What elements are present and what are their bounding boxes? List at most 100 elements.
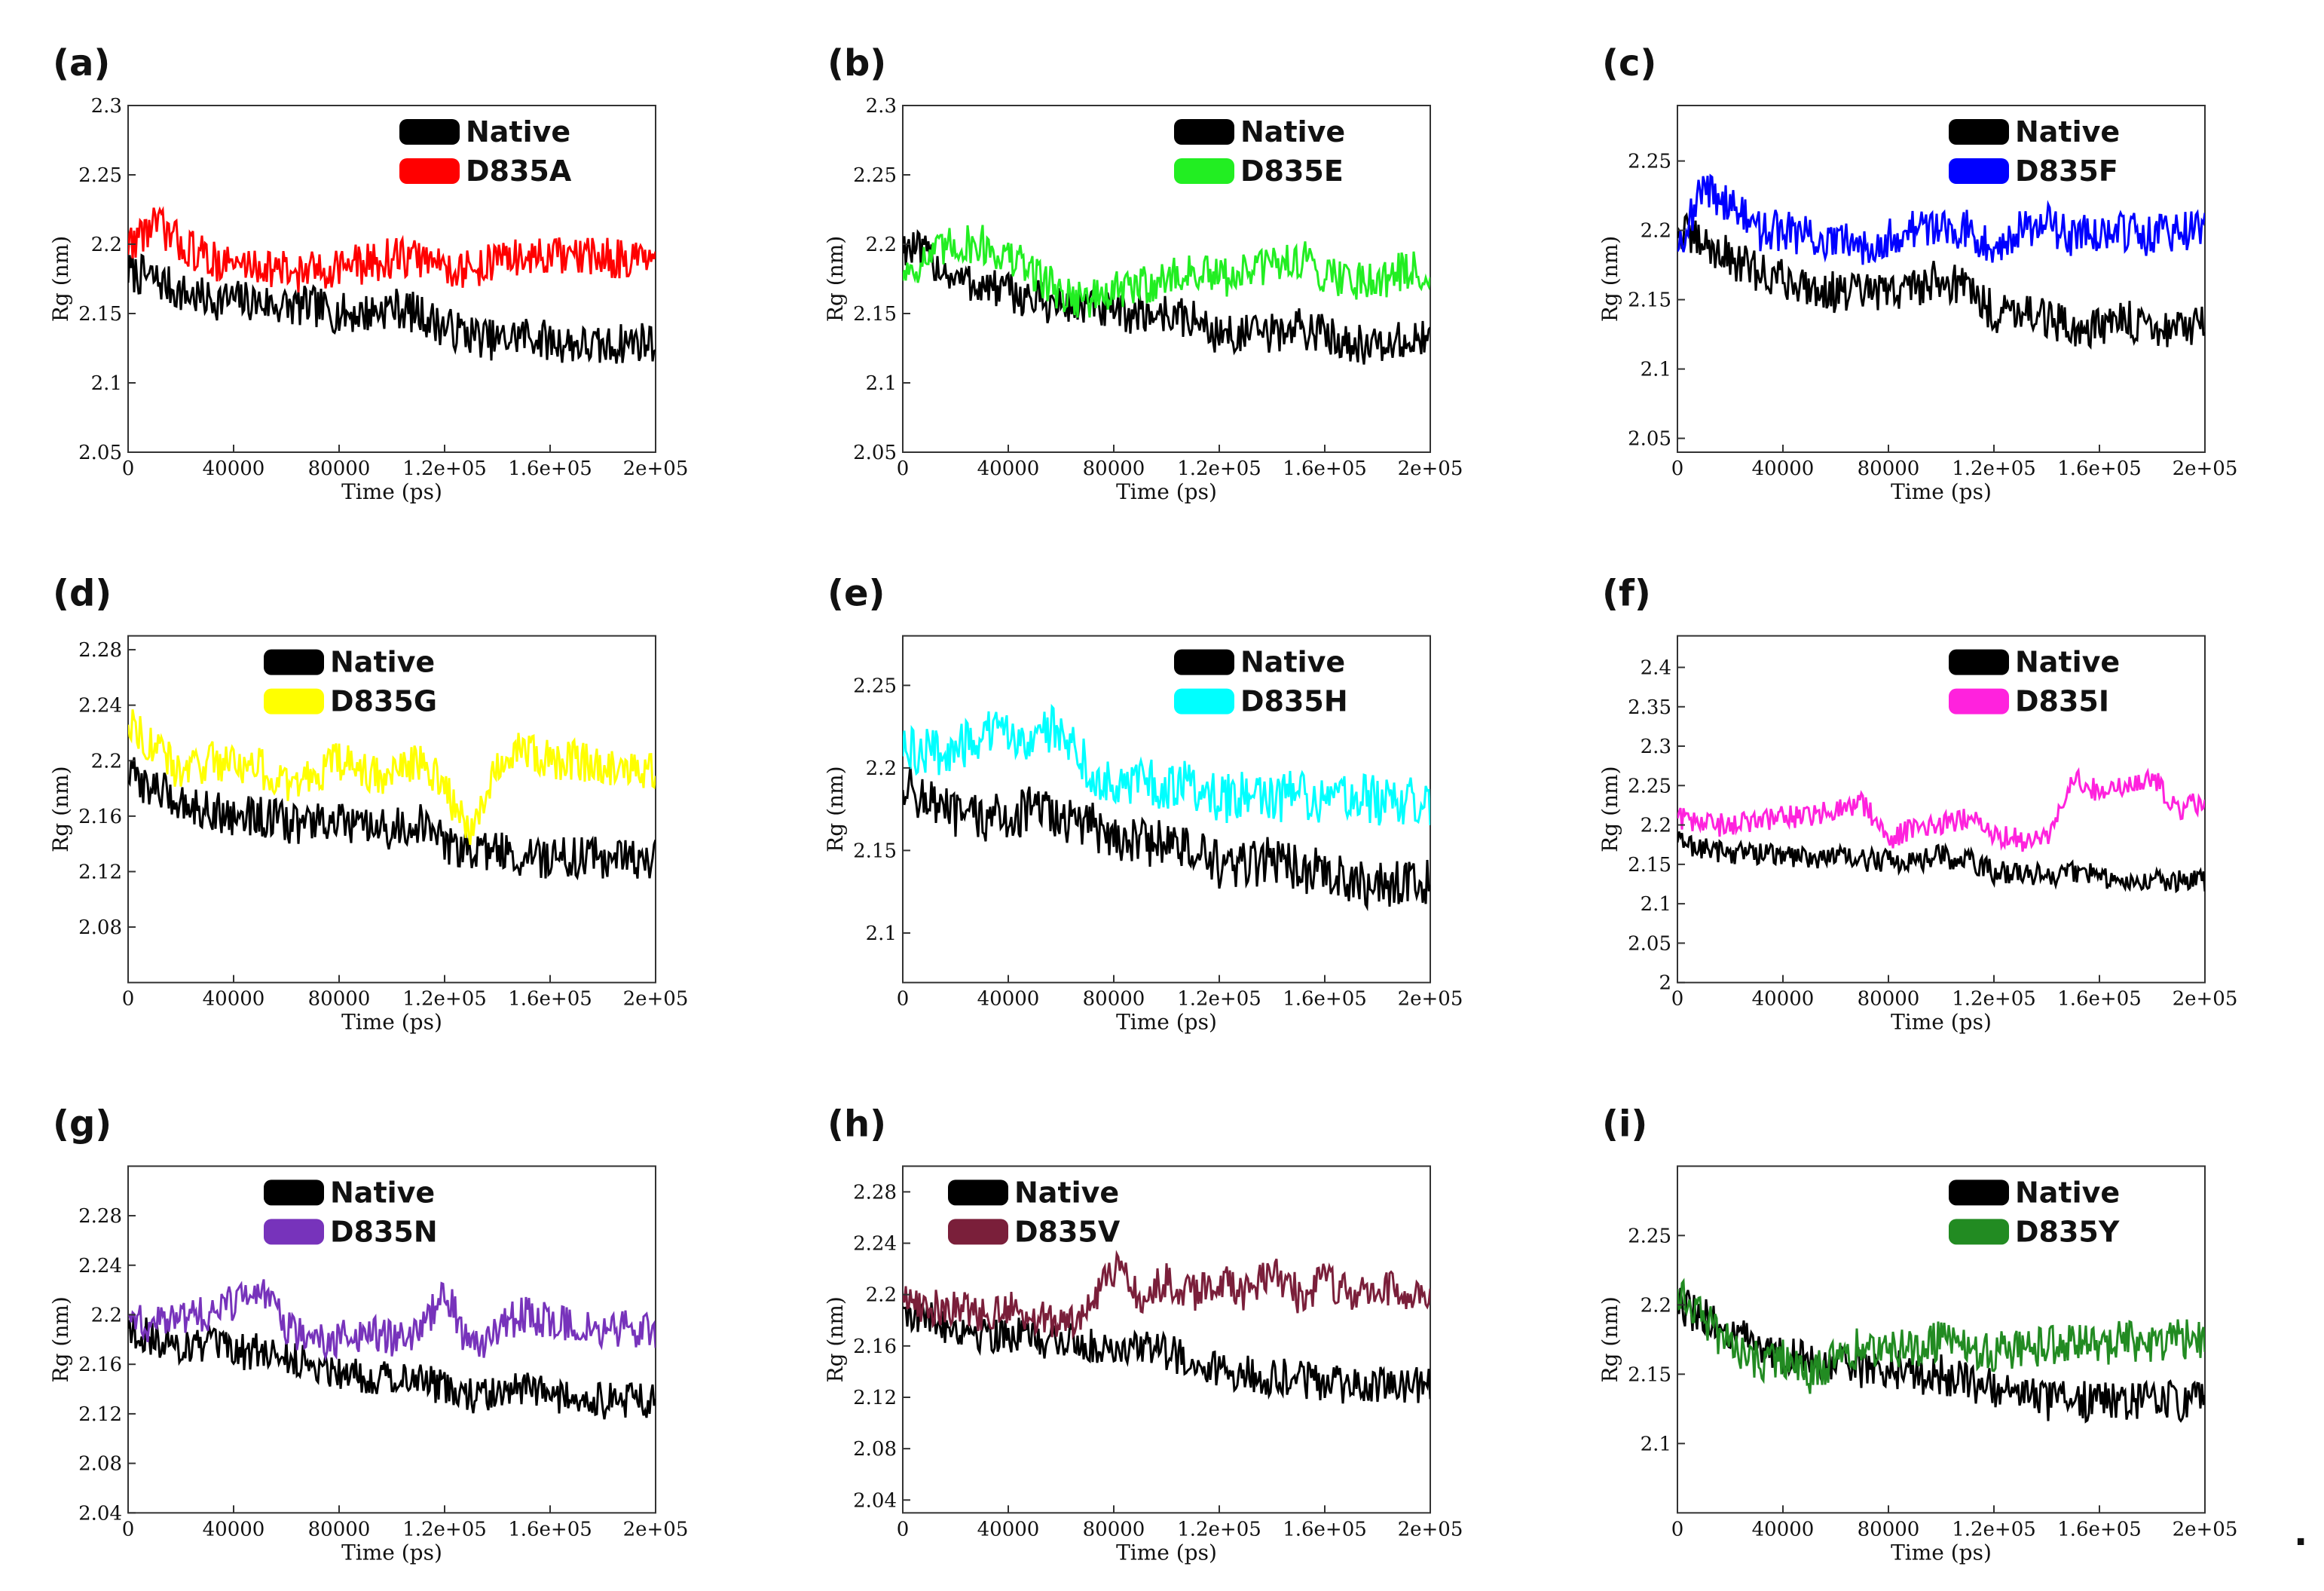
x-axis-label: Time (ps)	[1891, 479, 1992, 504]
legend-label: D835G	[330, 685, 437, 718]
x-tick-label: 2e+05	[1398, 457, 1463, 480]
x-tick-label: 1.6e+05	[1283, 457, 1367, 480]
y-tick-label: 2.2	[91, 234, 122, 256]
panel-b: (b) 0 40000 80000 1.2e+05 1.6e+05 2e+05 2.05 2.1…	[823, 42, 1463, 504]
plot-area	[1677, 635, 2206, 984]
y-tick-label: 2.2	[1641, 815, 1671, 837]
series-line-native	[1677, 212, 2205, 350]
legend-label: Native	[1014, 1176, 1119, 1209]
x-tick-label: 80000	[1083, 457, 1145, 480]
x-tick-label: 1.2e+05	[1952, 1518, 2036, 1541]
x-axis-label: Time (ps)	[1891, 1010, 1992, 1035]
legend-label: D835F	[2015, 155, 2118, 188]
legend-label: Native	[2015, 1176, 2120, 1209]
x-tick-label: 80000	[308, 988, 371, 1011]
y-tick-label: 2.2	[866, 234, 897, 256]
legend-swatch	[948, 1179, 1008, 1206]
x-tick-label: 80000	[308, 1518, 371, 1541]
legend-label: Native	[2015, 646, 2120, 679]
y-tick-label: 2.16	[853, 1336, 897, 1358]
y-tick-label: 2.25	[853, 164, 897, 187]
y-tick-label: 2.4	[1641, 656, 1671, 679]
panel-letter: (i)	[1602, 1103, 1647, 1145]
x-tick-label: 40000	[977, 457, 1040, 480]
y-tick-label: 2.15	[1628, 1363, 1671, 1386]
x-tick-label: 2e+05	[2173, 457, 2238, 480]
series-line-native	[128, 1314, 656, 1420]
series-line-d835g	[128, 709, 656, 846]
panel-letter: (a)	[53, 42, 110, 84]
legend-label: Native	[330, 646, 435, 679]
y-tick-label: 2.24	[853, 1233, 897, 1256]
y-axis-label: Rg (nm)	[823, 766, 848, 852]
x-tick-label: 0	[122, 1518, 135, 1541]
y-tick-label: 2.08	[853, 1438, 897, 1461]
x-tick-label: 0	[122, 457, 135, 480]
y-axis-label: Rg (nm)	[1598, 236, 1622, 322]
x-tick-label: 40000	[203, 1518, 265, 1541]
y-axis-label: Rg (nm)	[1598, 766, 1622, 852]
legend-label: Native	[1240, 115, 1345, 148]
x-tick-label: 0	[897, 988, 910, 1011]
y-tick-label: 2.05	[78, 442, 122, 464]
x-tick-label: 1.6e+05	[2057, 988, 2142, 1011]
y-tick-label: 2.05	[1628, 932, 1671, 955]
series-line-native	[903, 1295, 1430, 1404]
y-tick-label: 2.15	[78, 303, 122, 326]
y-axis-label: Rg (nm)	[1598, 1296, 1622, 1382]
y-axis-label: Rg (nm)	[823, 1296, 848, 1382]
x-tick-label: 1.2e+05	[402, 988, 487, 1011]
legend-swatch	[1174, 119, 1234, 145]
legend-swatch	[1174, 158, 1234, 184]
y-tick-label: 2.25	[853, 675, 897, 697]
x-axis-label: Time (ps)	[1116, 479, 1217, 504]
series-line-d835y	[1677, 1277, 2205, 1394]
series-line-d835h	[903, 703, 1430, 826]
y-tick-label: 2.08	[78, 1453, 122, 1476]
series-line-d835f	[1677, 173, 2205, 265]
legend-swatch	[1174, 688, 1234, 714]
panel-a: (a) 0 40000 80000 1.2e+05 1.6e+05 2e+05 2.05 2.1…	[48, 42, 688, 504]
x-tick-label: 80000	[1858, 988, 1920, 1011]
panel-f: (f) 0 40000 80000 1.2e+05 1.6e+05 2e+05 2 2.05 2.…	[1598, 573, 2237, 1035]
y-tick-label: 2.15	[1628, 289, 1671, 312]
legend-swatch	[399, 158, 460, 184]
x-tick-label: 1.6e+05	[508, 457, 592, 480]
y-tick-label: 2.16	[78, 1354, 122, 1376]
legend-swatch	[264, 688, 324, 714]
y-tick-label: 2.2	[91, 750, 122, 773]
x-tick-label: 2e+05	[2173, 988, 2238, 1011]
x-tick-label: 40000	[977, 988, 1040, 1011]
y-tick-label: 2.3	[866, 95, 897, 118]
legend-swatch	[1949, 1219, 2009, 1245]
x-tick-label: 1.6e+05	[1283, 988, 1367, 1011]
y-tick-label: 2.28	[853, 1181, 897, 1204]
y-tick-label: 2.12	[78, 1403, 122, 1426]
x-tick-label: 40000	[1752, 988, 1815, 1011]
panel-letter: (e)	[827, 573, 885, 615]
y-tick-label: 2.08	[78, 916, 122, 939]
legend-swatch	[264, 649, 324, 675]
series-line-native	[903, 228, 1430, 365]
y-tick-label: 2.15	[1628, 854, 1671, 877]
panel-d: (d) 0 40000 80000 1.2e+05 1.6e+05 2e+05 2.08 2.1…	[48, 573, 688, 1035]
y-tick-label: 2.1	[866, 372, 897, 395]
y-tick-label: 2.28	[78, 639, 122, 662]
x-tick-label: 0	[1671, 457, 1684, 480]
y-tick-label: 2.25	[78, 164, 122, 187]
x-axis-label: Time (ps)	[341, 479, 442, 504]
y-tick-label: 2.25	[1628, 775, 1671, 797]
x-tick-label: 80000	[1858, 457, 1920, 480]
y-axis-label: Rg (nm)	[823, 236, 848, 322]
plot-area	[127, 105, 656, 453]
legend-label: D835H	[1240, 685, 1348, 718]
x-tick-label: 1.6e+05	[1283, 1518, 1367, 1541]
x-tick-label: 2e+05	[623, 988, 689, 1011]
legend-swatch	[264, 1219, 324, 1245]
x-tick-label: 80000	[1083, 1518, 1145, 1541]
legend-label: D835E	[1240, 155, 1344, 188]
y-tick-label: 2.28	[78, 1205, 122, 1228]
x-tick-label: 40000	[977, 1518, 1040, 1541]
x-tick-label: 0	[122, 988, 135, 1011]
panel-g: (g) 0 40000 80000 1.2e+05 1.6e+05 2e+05 2.04 2.0…	[48, 1103, 688, 1565]
